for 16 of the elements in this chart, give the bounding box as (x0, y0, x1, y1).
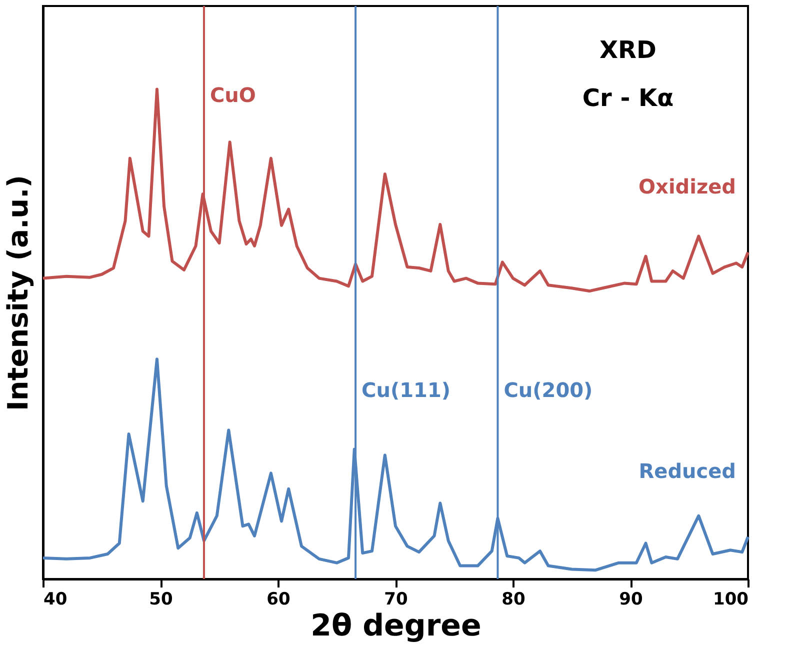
x-tick-label: 70 (384, 590, 408, 610)
x-tick-label: 50 (149, 590, 173, 610)
text: Reduced (638, 458, 736, 483)
text: Oxidized (638, 174, 736, 198)
annotation: Cr - Kα (582, 84, 674, 112)
ref-line-label: Cu(200) (504, 378, 593, 402)
ref-line-label: Cu(111) (362, 378, 451, 402)
y-axis-title: Intensity (a.u.) (2, 174, 34, 412)
x-tick-label: 40 (44, 590, 68, 610)
text: XRD (600, 36, 656, 64)
x-axis-title: 2θ degree (310, 608, 482, 644)
x-tick-label: 80 (502, 590, 526, 610)
ref-line-label: CuO (210, 83, 256, 107)
x-tick-label: 100 (713, 590, 749, 610)
x-tick-label: 60 (266, 590, 290, 610)
x-tick-label: 90 (619, 590, 643, 610)
